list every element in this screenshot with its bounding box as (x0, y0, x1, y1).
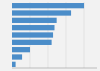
x-axis-line (12, 68, 97, 69)
bar (12, 10, 71, 15)
bar (12, 3, 84, 8)
chart (0, 0, 100, 71)
bar (12, 25, 55, 30)
bar (12, 54, 22, 59)
bar (12, 32, 53, 37)
background (0, 0, 100, 71)
bar (12, 62, 16, 67)
bars (12, 3, 84, 67)
bar (12, 40, 52, 45)
bar (12, 18, 57, 23)
grid-line (84, 2, 85, 68)
bar (12, 47, 30, 52)
